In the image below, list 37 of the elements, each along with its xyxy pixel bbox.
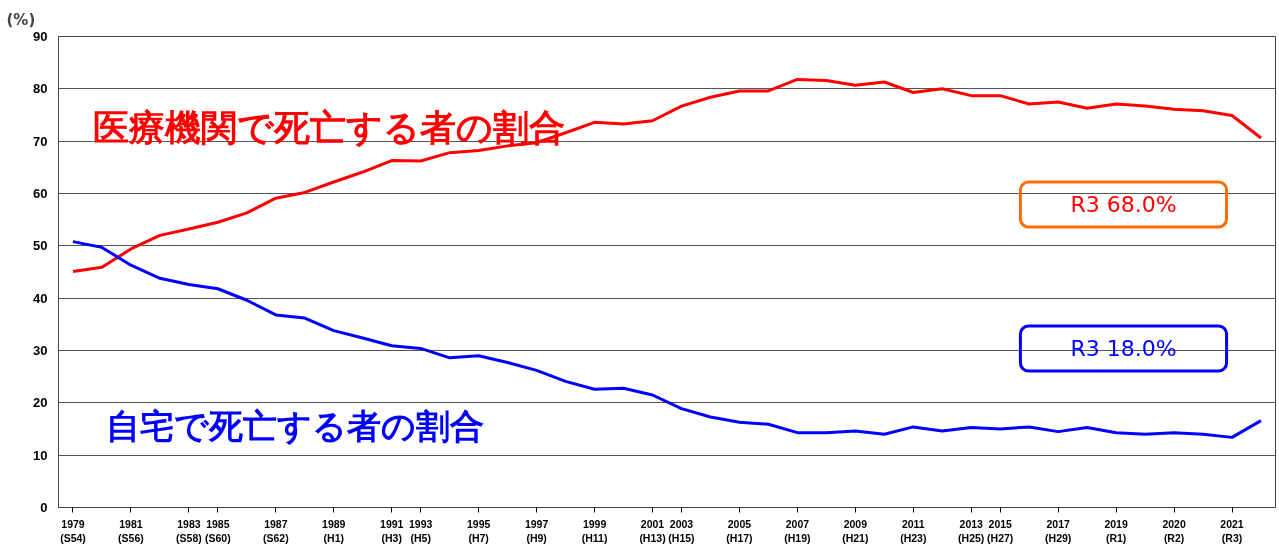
x-tick-label: 1981 (S56) (118, 517, 144, 544)
x-tick-label: 2011 (H23) (900, 517, 927, 544)
x-tick-label: 1999 (H11) (581, 517, 608, 544)
x-tick-label: 2013 (H25) (958, 517, 985, 544)
x-tick-label: 2007 (H19) (784, 517, 811, 544)
y-tick-label: 10 (33, 447, 48, 463)
y-axis-title: (%) (6, 10, 36, 29)
x-tick-label: 1997 (H9) (524, 517, 549, 544)
y-tick-label: 60 (33, 186, 48, 201)
x-tick-label: 1987 (S62) (262, 517, 289, 544)
x-tick-label: 1979 (S54) (60, 517, 86, 544)
y-tick-label: 40 (33, 290, 48, 306)
x-tick-label: 2021 (R3) (1220, 517, 1244, 544)
x-tick-label: 1985 (S60) (205, 517, 231, 544)
x-tick-label: 1995 (H7) (466, 517, 491, 544)
y-tick-label: 50 (33, 238, 48, 254)
x-tick-label: 2019 (R1) (1104, 517, 1128, 544)
x-tick-label: 2015 (H27) (987, 517, 1014, 544)
x-tick-label: 2020 (R2) (1162, 517, 1186, 544)
y-tick-label: 90 (33, 29, 48, 44)
line-series (71, 77, 1263, 273)
x-tick-label: 1993 (H5) (409, 517, 433, 544)
y-tick-label: 70 (33, 133, 48, 149)
x-tick-label: 1989 (H1) (322, 517, 346, 544)
y-tick-label: 0 (40, 500, 48, 515)
y-tick-label: 20 (33, 395, 48, 411)
x-tick-label: 2009 (H21) (842, 517, 869, 544)
x-tick-label: 2001 (H13) (639, 517, 666, 544)
y-tick-label: 80 (33, 81, 48, 97)
series-label: 自宅で死亡する者の割合 (105, 405, 484, 446)
x-tick-label: 2005 (H17) (726, 517, 753, 544)
y-tick-label: 30 (33, 343, 48, 358)
x-tick-label: 2003 (H15) (668, 517, 695, 544)
x-tick-label: 1983 (S58) (176, 517, 202, 544)
x-tick-label: 2017 (H29) (1045, 517, 1072, 544)
x-tick-label: 1991 (H3) (380, 517, 404, 544)
annotation: R3 68.0% (1070, 192, 1177, 217)
